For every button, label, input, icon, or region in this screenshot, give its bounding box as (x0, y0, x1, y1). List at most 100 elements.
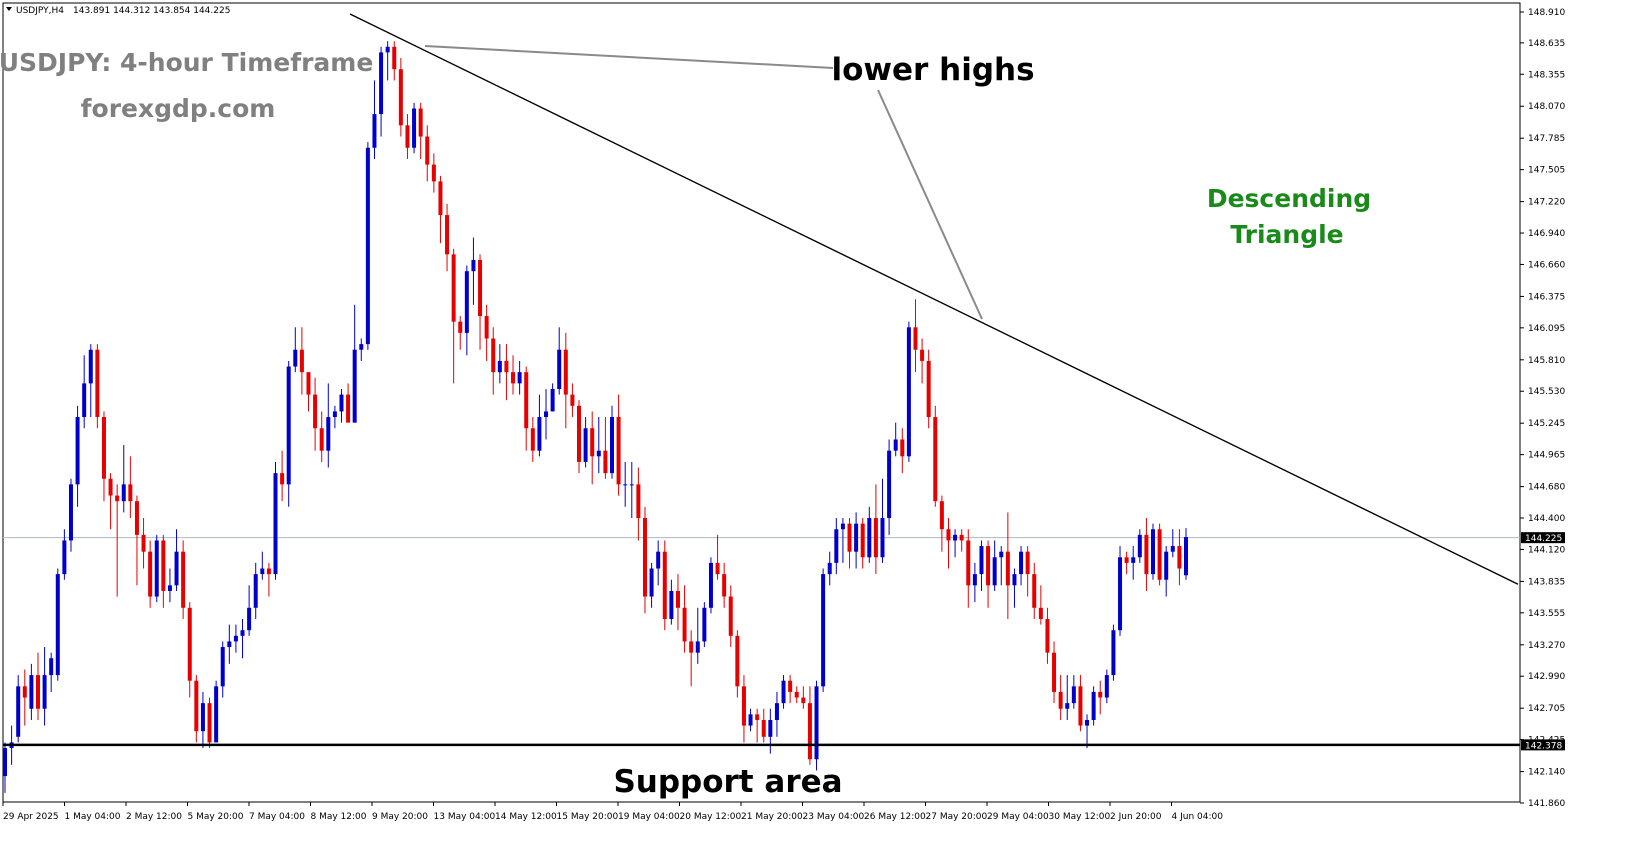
x-tick-label: 30 May 12:00 (1049, 812, 1111, 822)
candle (741, 675, 746, 743)
candle (1111, 624, 1116, 681)
candle (220, 641, 225, 698)
candle (214, 680, 219, 743)
candle-body (445, 215, 450, 255)
candle (207, 697, 212, 749)
candle-body (1184, 537, 1188, 576)
candle-body (583, 428, 588, 462)
y-tick-label: 148.635 (1528, 39, 1565, 49)
candle-body (827, 562, 832, 575)
candle-body (867, 518, 872, 558)
candle-body (966, 540, 971, 586)
candle (1085, 714, 1090, 749)
candle (847, 518, 852, 569)
candle-body (1065, 703, 1070, 709)
candle (827, 551, 832, 586)
candle (636, 467, 641, 541)
candle (1170, 529, 1175, 558)
candle-body (280, 473, 285, 485)
candle-body (478, 259, 483, 317)
candle-body (873, 518, 878, 558)
candle-body (405, 125, 410, 148)
candle-body (161, 540, 166, 591)
lower-highs-label: lower highs (831, 52, 1034, 88)
candle-body (603, 450, 608, 474)
candle (623, 461, 628, 507)
candle (233, 624, 238, 653)
candle-body (55, 574, 60, 676)
candle-body (689, 641, 694, 653)
candle (1052, 641, 1057, 704)
candle-body (313, 394, 318, 429)
candle (966, 529, 971, 608)
y-tick-label: 147.785 (1528, 134, 1565, 144)
y-tick-label: 143.835 (1528, 577, 1565, 587)
y-tick-label: 148.355 (1528, 70, 1565, 80)
candle (893, 422, 898, 457)
candle-body (669, 590, 674, 619)
candle-body (306, 372, 311, 395)
candle-body (616, 417, 621, 485)
candle (656, 540, 661, 586)
candle (986, 540, 991, 608)
candle (544, 388, 549, 440)
candle-body (959, 534, 964, 541)
candle-body (484, 316, 489, 339)
x-tick-label: 8 May 12:00 (311, 812, 367, 822)
candle-body (649, 568, 654, 597)
candle-body (847, 523, 852, 552)
candle (181, 540, 186, 619)
candle (814, 680, 819, 771)
y-axis-ticks: 148.910 148.635 148.355 148.070 147.785 147.5… (1520, 8, 1565, 809)
candle (55, 568, 60, 681)
candle-body (29, 675, 34, 709)
x-tick-label: 29 Apr 2025 (3, 812, 59, 822)
candle-body (1137, 534, 1142, 558)
candle-body (62, 540, 67, 575)
candle (979, 540, 984, 591)
candle-body (266, 568, 271, 575)
candle (405, 114, 410, 159)
candle (352, 304, 357, 423)
support-price-tag: 142.378 (1521, 739, 1565, 751)
candle (75, 405, 80, 507)
x-tick-label: 4 Jun 04:00 (1172, 812, 1224, 822)
candle (1157, 523, 1162, 586)
candle (101, 411, 106, 502)
x-tick-label: 13 May 04:00 (434, 812, 496, 822)
candle (511, 355, 516, 395)
candle-body (1118, 557, 1123, 631)
candle-body (504, 360, 509, 373)
candle (794, 686, 799, 704)
resistance-trendline[interactable] (349, 13, 1519, 585)
candle (649, 562, 654, 608)
dropdown-triangle-icon[interactable] (6, 7, 12, 11)
candle (1019, 546, 1024, 586)
y-tick-label: 147.220 (1528, 198, 1565, 208)
website-label: forexgdp.com (81, 94, 276, 123)
candle (596, 417, 601, 474)
candle (29, 663, 34, 720)
candle-body (986, 546, 991, 586)
candle (906, 321, 911, 462)
candle-body (293, 349, 298, 367)
y-tick-label: 148.070 (1528, 102, 1565, 112)
candle-body (412, 108, 417, 148)
candle-body (900, 439, 905, 457)
candle (1045, 607, 1050, 664)
candle-body (1098, 691, 1103, 698)
candle-body (768, 719, 773, 737)
candle-body (511, 372, 516, 384)
candle-body (253, 574, 258, 608)
candle-body (134, 501, 139, 535)
candle (675, 574, 680, 631)
candle (49, 652, 54, 692)
candle (590, 411, 595, 485)
candle (735, 630, 740, 698)
candle (326, 383, 331, 468)
candle-body (1170, 546, 1175, 552)
candle-body (101, 417, 106, 479)
candle (293, 327, 298, 373)
x-tick-label: 2 Jun 20:00 (1110, 812, 1162, 822)
